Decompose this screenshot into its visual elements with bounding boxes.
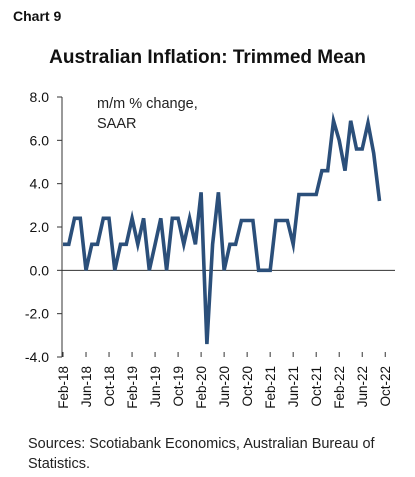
x-tick-label: Feb-21 (263, 366, 278, 409)
y-tick-label: -4.0 (25, 349, 49, 365)
series-line (63, 111, 382, 345)
x-tick-label: Oct-21 (309, 366, 324, 407)
source-note: Sources: Scotiabank Economics, Australia… (28, 436, 375, 472)
chart-title: Australian Inflation: Trimmed Mean (49, 47, 366, 68)
x-tick-label: Jun-18 (79, 366, 94, 407)
y-tick-label: 8.0 (30, 89, 50, 105)
chart-ticks: 8.0 6.0 4.0 2.0 0.0 -2.0 -4.0 Feb-18 Jun-18 Oct-1… (25, 89, 393, 409)
x-tick-label: Jun-19 (148, 366, 163, 407)
chart-series (63, 111, 382, 345)
x-tick-label: Feb-20 (194, 366, 209, 409)
chart-plot: 8.0 6.0 4.0 2.0 0.0 -2.0 -4.0 Feb-18 Jun-18 Oct-1… (25, 89, 395, 409)
x-tick-label: Oct-22 (378, 366, 393, 407)
chart-axes (61, 97, 395, 357)
x-tick-label: Oct-19 (171, 366, 186, 407)
y-tick-label: 0.0 (30, 262, 50, 278)
x-tick-label: Feb-18 (56, 366, 71, 409)
y-tick-label: 2.0 (30, 219, 50, 235)
y-tick-label: -2.0 (25, 306, 49, 322)
chart-number-label: Chart 9 (13, 8, 62, 24)
y-axis-label-line2: SAAR (97, 116, 137, 132)
x-tick-label: Feb-19 (125, 366, 140, 409)
x-tick-label: Oct-20 (240, 366, 255, 407)
x-tick-label: Jun-22 (355, 366, 370, 407)
y-tick-label: 4.0 (30, 176, 50, 192)
x-tick-label: Oct-18 (102, 366, 117, 407)
x-tick-label: Jun-20 (217, 366, 232, 407)
y-axis-label-line1: m/m % change, (97, 96, 198, 112)
x-tick-label: Feb-22 (332, 366, 347, 409)
y-tick-label: 6.0 (30, 132, 50, 148)
x-tick-label: Jun-21 (286, 366, 301, 407)
